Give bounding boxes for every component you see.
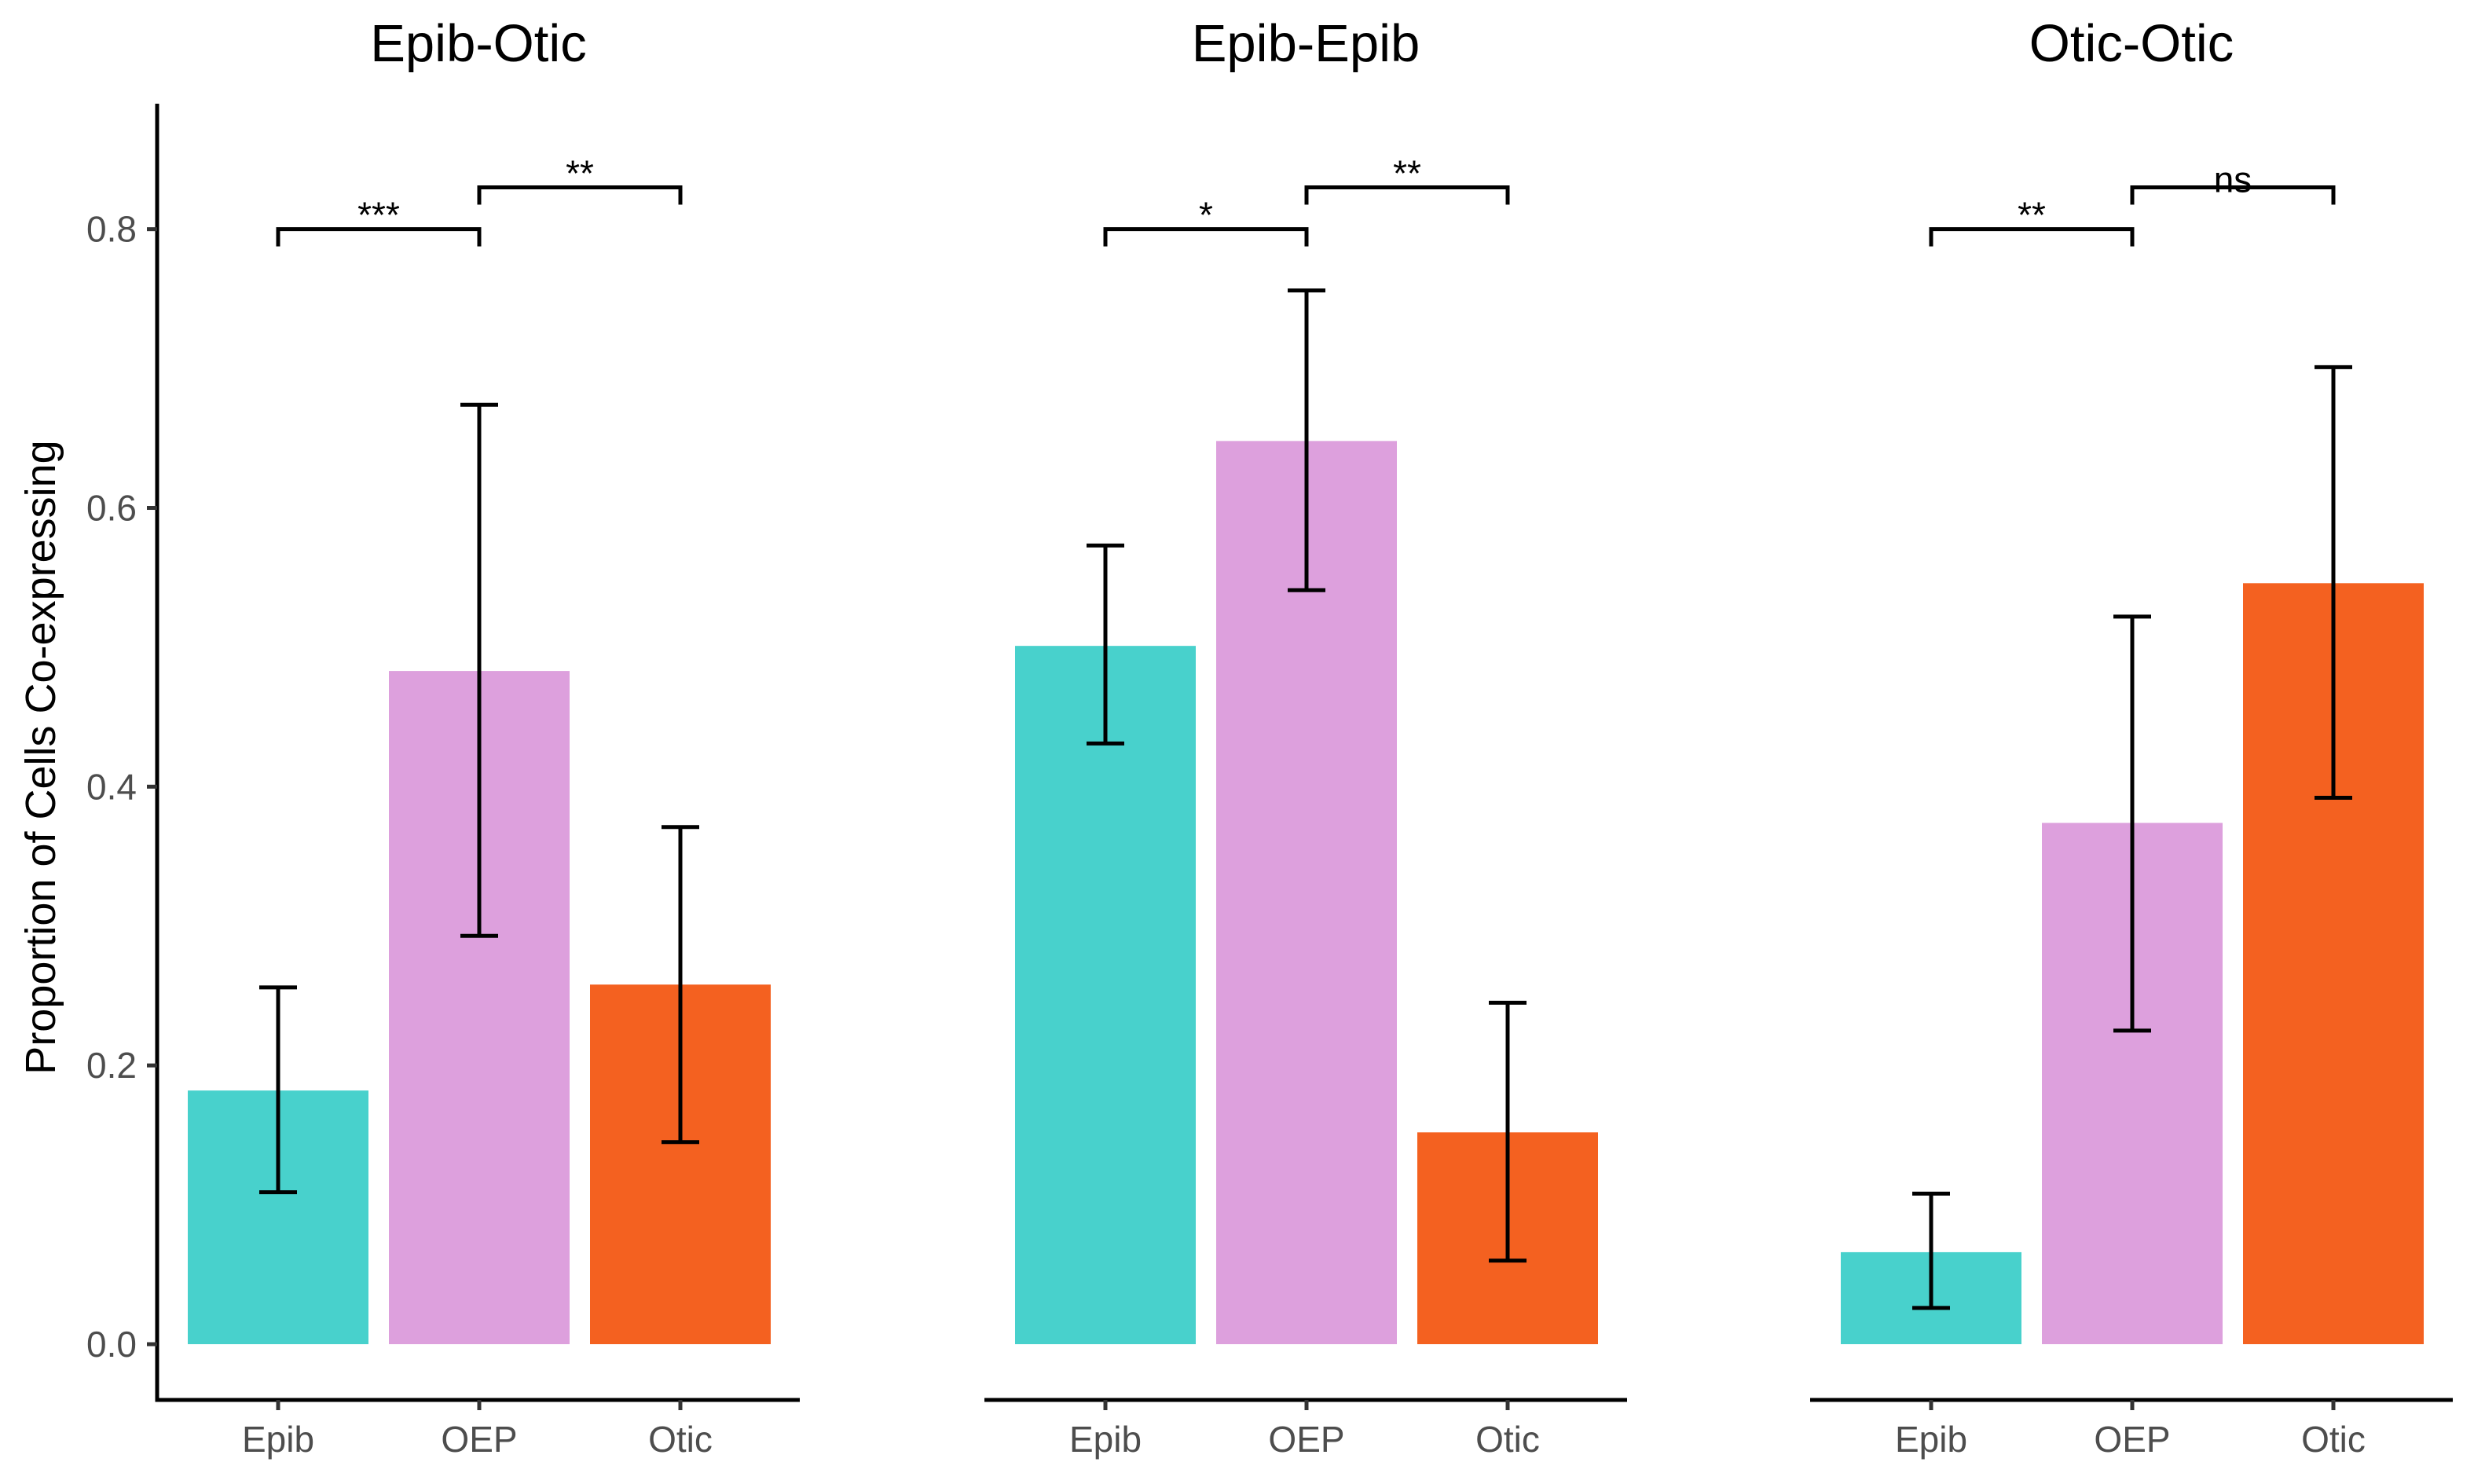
x-tick-label: OEP [1268, 1419, 1344, 1460]
error-bar-otic [2315, 365, 2352, 801]
significance-bracket [1304, 185, 1510, 205]
x-tick-label: Otic [2301, 1419, 2366, 1460]
y-tick-label: 0.6 [86, 488, 137, 529]
significance-label: ** [1393, 152, 1421, 193]
y-tick-label: 0.4 [86, 766, 137, 807]
y-tick-label: 0.2 [86, 1045, 137, 1086]
error-bar-epib [1087, 543, 1124, 746]
x-tick-label: Epib [1895, 1419, 1967, 1460]
x-tick-label: Epib [1069, 1419, 1142, 1460]
significance-label: *** [357, 195, 400, 236]
error-bar-otic [1489, 1000, 1527, 1263]
x-tick-label: OEP [441, 1419, 517, 1460]
y-tick-label: 0.8 [86, 209, 137, 250]
significance-label: * [1199, 195, 1213, 236]
significance-label: ** [566, 152, 594, 193]
x-tick-label: Epib [242, 1419, 314, 1460]
panel-title: Epib-Epib [1192, 14, 1420, 73]
x-tick-label: OEP [2094, 1419, 2170, 1460]
error-bar-otic [662, 825, 699, 1145]
panel-3: Otic-Otic ** ns Epib OEP Otic [1810, 14, 2453, 1460]
significance-label: ns [2214, 159, 2252, 200]
error-bar-oep [1288, 288, 1325, 592]
x-tick-label: Otic [648, 1419, 713, 1460]
panel-title: Otic-Otic [2029, 14, 2234, 73]
error-bar-epib [259, 985, 297, 1195]
error-bar-epib [1912, 1191, 1950, 1310]
significance-bracket [276, 227, 482, 247]
significance-bracket [477, 185, 683, 205]
significance-bracket [2130, 185, 2336, 205]
panel-title: Epib-Otic [370, 14, 587, 73]
significance-label: ** [2018, 195, 2046, 236]
error-bar-oep [460, 402, 498, 938]
y-axis-label: Proportion of Cells Co-expressing [17, 440, 64, 1074]
x-tick-label: Otic [1475, 1419, 1540, 1460]
y-tick-label: 0.0 [86, 1324, 137, 1365]
error-bar-oep [2113, 614, 2151, 1033]
significance-bracket [1103, 227, 1309, 247]
panel-2: Epib-Epib***Epib OEP Otic [984, 14, 1627, 1460]
significance-bracket [1929, 227, 2135, 247]
bar-epib [1015, 646, 1196, 1345]
